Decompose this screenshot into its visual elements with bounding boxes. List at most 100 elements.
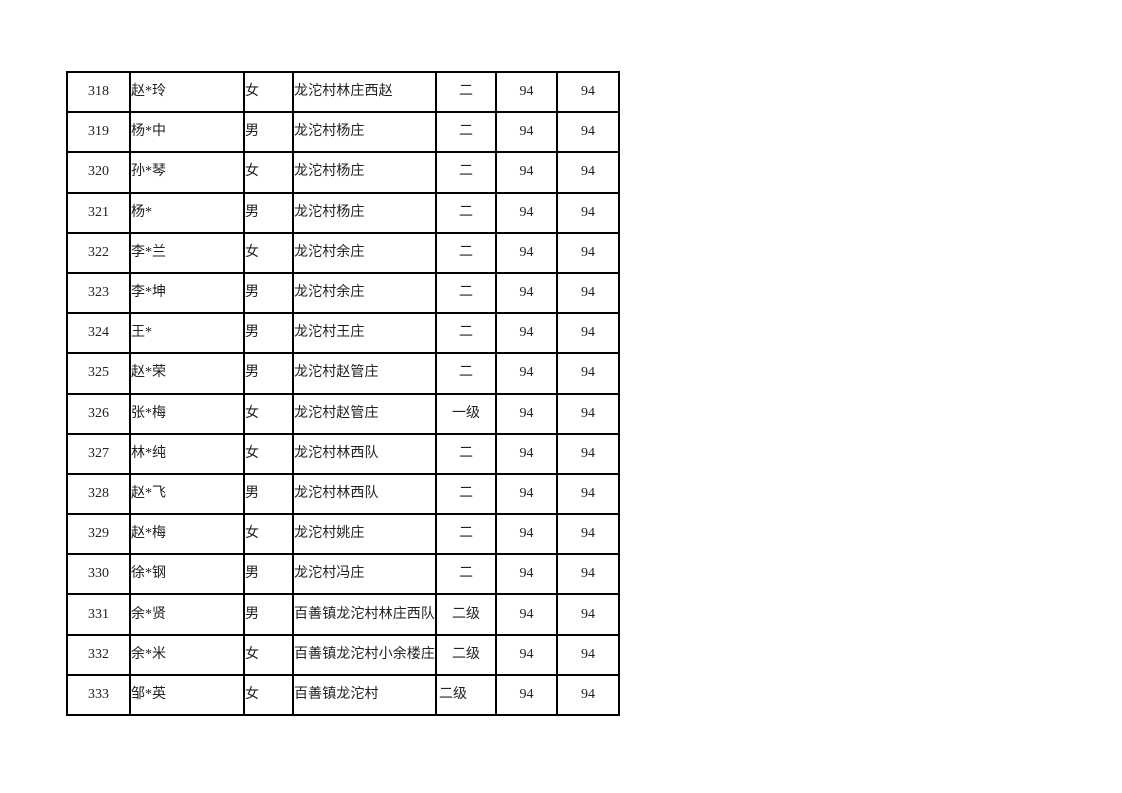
cell-serial-number: 325	[66, 352, 131, 395]
cell-serial-number: 323	[66, 271, 131, 315]
cell-serial-number: 331	[66, 593, 131, 636]
cell-address: 龙沱村林西队	[292, 472, 437, 516]
cell-score-2: 94	[556, 673, 620, 717]
cell-gender: 女	[243, 151, 294, 194]
cell-name: 杨*	[129, 191, 245, 234]
cell-gender: 男	[243, 593, 294, 636]
cell-grade: 二	[435, 70, 497, 114]
cell-gender: 男	[243, 271, 294, 315]
cell-score-1: 94	[495, 352, 558, 395]
cell-serial-number: 332	[66, 633, 131, 676]
cell-grade: 二	[435, 432, 497, 475]
cell-gender: 男	[243, 111, 294, 154]
cell-name: 孙*琴	[129, 151, 245, 194]
cell-serial-number: 330	[66, 553, 131, 596]
cell-grade: 二	[435, 312, 497, 355]
cell-score-1: 94	[495, 673, 558, 717]
cell-score-1: 94	[495, 191, 558, 234]
cell-serial-number: 327	[66, 432, 131, 475]
table-body: 318 赵*玲 女 龙沱村林庄西赵 二 94 94 319 杨*中 男 龙沱村杨…	[66, 70, 620, 717]
cell-score-2: 94	[556, 312, 620, 355]
table-row: 323 李*坤 男 龙沱村余庄 二 94 94	[66, 271, 620, 315]
table-row: 333 邹*英 女 百善镇龙沱村 二级 94 94	[66, 673, 620, 717]
cell-address: 龙沱村杨庄	[292, 151, 437, 194]
cell-serial-number: 329	[66, 513, 131, 556]
cell-score-2: 94	[556, 553, 620, 596]
table-row: 331 余*贤 男 百善镇龙沱村林庄西队 二级 94 94	[66, 593, 620, 636]
table-row: 330 徐*钢 男 龙沱村冯庄 二 94 94	[66, 553, 620, 596]
table-row: 320 孙*琴 女 龙沱村杨庄 二 94 94	[66, 151, 620, 194]
table-row: 319 杨*中 男 龙沱村杨庄 二 94 94	[66, 111, 620, 154]
cell-gender: 男	[243, 553, 294, 596]
cell-address: 百善镇龙沱村林庄西队	[292, 593, 437, 636]
table-row: 326 张*梅 女 龙沱村赵管庄 一级 94 94	[66, 392, 620, 435]
cell-name: 张*梅	[129, 392, 245, 435]
table-row: 327 林*纯 女 龙沱村林西队 二 94 94	[66, 432, 620, 475]
cell-grade: 二	[435, 111, 497, 154]
cell-score-1: 94	[495, 593, 558, 636]
cell-gender: 女	[243, 392, 294, 435]
cell-grade: 二级	[435, 673, 497, 717]
cell-name: 邹*英	[129, 673, 245, 717]
cell-score-1: 94	[495, 392, 558, 435]
cell-serial-number: 319	[66, 111, 131, 154]
cell-name: 李*坤	[129, 271, 245, 315]
cell-gender: 女	[243, 231, 294, 274]
table-row: 325 赵*荣 男 龙沱村赵管庄 二 94 94	[66, 352, 620, 395]
table-row: 328 赵*飞 男 龙沱村林西队 二 94 94	[66, 472, 620, 516]
cell-name: 赵*飞	[129, 472, 245, 516]
cell-gender: 女	[243, 673, 294, 717]
cell-name: 王*	[129, 312, 245, 355]
cell-grade: 二级	[435, 633, 497, 676]
cell-gender: 男	[243, 472, 294, 516]
cell-score-1: 94	[495, 151, 558, 194]
cell-score-1: 94	[495, 633, 558, 676]
cell-grade: 二	[435, 151, 497, 194]
cell-address: 龙沱村赵管庄	[292, 352, 437, 395]
cell-grade: 二	[435, 231, 497, 274]
table-row: 324 王* 男 龙沱村王庄 二 94 94	[66, 312, 620, 355]
cell-address: 龙沱村王庄	[292, 312, 437, 355]
cell-address: 龙沱村余庄	[292, 231, 437, 274]
table-row: 332 余*米 女 百善镇龙沱村小余楼庄 二级 94 94	[66, 633, 620, 676]
cell-score-2: 94	[556, 472, 620, 516]
cell-gender: 女	[243, 70, 294, 114]
cell-score-2: 94	[556, 513, 620, 556]
cell-address: 龙沱村杨庄	[292, 111, 437, 154]
cell-score-2: 94	[556, 111, 620, 154]
cell-address: 龙沱村姚庄	[292, 513, 437, 556]
cell-serial-number: 326	[66, 392, 131, 435]
cell-address: 百善镇龙沱村	[292, 673, 437, 717]
cell-score-1: 94	[495, 513, 558, 556]
cell-score-2: 94	[556, 392, 620, 435]
table-row: 322 李*兰 女 龙沱村余庄 二 94 94	[66, 231, 620, 274]
cell-address: 百善镇龙沱村小余楼庄	[292, 633, 437, 676]
cell-score-2: 94	[556, 231, 620, 274]
table-row: 318 赵*玲 女 龙沱村林庄西赵 二 94 94	[66, 70, 620, 114]
cell-address: 龙沱村林庄西赵	[292, 70, 437, 114]
cell-serial-number: 328	[66, 472, 131, 516]
cell-serial-number: 322	[66, 231, 131, 274]
cell-grade: 二级	[435, 593, 497, 636]
cell-grade: 二	[435, 472, 497, 516]
cell-gender: 男	[243, 312, 294, 355]
cell-score-2: 94	[556, 151, 620, 194]
cell-score-2: 94	[556, 432, 620, 475]
cell-address: 龙沱村赵管庄	[292, 392, 437, 435]
cell-score-1: 94	[495, 553, 558, 596]
cell-serial-number: 333	[66, 673, 131, 717]
cell-address: 龙沱村冯庄	[292, 553, 437, 596]
cell-score-2: 94	[556, 70, 620, 114]
cell-grade: 二	[435, 553, 497, 596]
table-row: 329 赵*梅 女 龙沱村姚庄 二 94 94	[66, 513, 620, 556]
cell-score-2: 94	[556, 191, 620, 234]
cell-address: 龙沱村杨庄	[292, 191, 437, 234]
cell-name: 徐*钢	[129, 553, 245, 596]
cell-name: 余*贤	[129, 593, 245, 636]
cell-gender: 男	[243, 352, 294, 395]
cell-grade: 二	[435, 191, 497, 234]
cell-score-2: 94	[556, 352, 620, 395]
cell-name: 余*米	[129, 633, 245, 676]
table-row: 321 杨* 男 龙沱村杨庄 二 94 94	[66, 191, 620, 234]
cell-score-1: 94	[495, 432, 558, 475]
